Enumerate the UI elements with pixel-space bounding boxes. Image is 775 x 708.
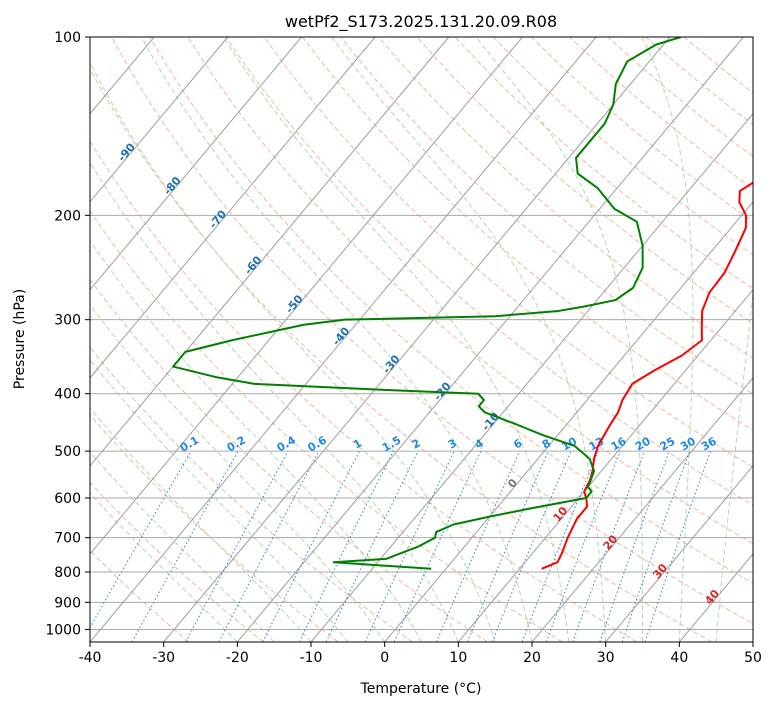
y-tick-label: 800 (54, 565, 81, 581)
dry-adiabat-line (90, 140, 638, 642)
y-tick-label: 700 (54, 531, 81, 547)
moist-adiabat-line (90, 304, 386, 642)
x-tick-label: -30 (152, 650, 175, 666)
x-tick-label: -20 (226, 650, 249, 666)
isotherm-line (90, 37, 376, 379)
moist-adiabat-line (90, 359, 349, 642)
x-tick-label: 30 (597, 650, 615, 666)
dry-adiabat-line (90, 414, 339, 642)
isotherm-line (236, 37, 744, 642)
mixing-ratio-line (467, 450, 549, 642)
dry-adiabat-line (149, 37, 753, 584)
mixing-ratio-line (435, 450, 521, 642)
mixing-ratio-line (599, 450, 670, 642)
y-tick-label: 400 (54, 387, 81, 403)
dry-adiabat-line (340, 37, 753, 395)
x-tick-label: -10 (300, 650, 323, 666)
moist-adiabat-line (90, 492, 238, 642)
y-axis-title: Pressure (hPa) (12, 289, 28, 389)
moist-adiabat-line (90, 239, 422, 642)
isotherm-line (90, 37, 302, 291)
dry-adiabat-line (90, 210, 563, 642)
x-tick-label: 40 (670, 650, 688, 666)
moist-adiabat-line (223, 37, 570, 642)
moist-adiabat-line (715, 289, 753, 642)
y-tick-label: 600 (54, 491, 81, 507)
isotherm-line (163, 37, 671, 642)
isotherm-line (384, 200, 753, 642)
dry-adiabat-line (90, 481, 264, 642)
isotherm-line (310, 112, 753, 642)
isotherm-line (531, 377, 753, 642)
mixing-ratio-line (521, 450, 599, 642)
dry-adiabat-line (263, 37, 753, 468)
x-tick-label: 20 (523, 650, 541, 666)
moist-adiabat-line (641, 37, 694, 642)
y-tick-label: 500 (54, 444, 81, 460)
x-tick-label: 10 (449, 650, 467, 666)
mixing-ratio-line (185, 450, 289, 642)
y-tick-label: 900 (54, 595, 81, 611)
moist-adiabat-line (475, 37, 644, 642)
isotherm-line (90, 37, 523, 555)
dry-adiabat-line (454, 37, 753, 290)
isotherm-line (90, 37, 450, 467)
moist-adiabat-line (141, 37, 533, 642)
mixing-ratio-line (572, 450, 646, 642)
dry-adiabat-line (187, 37, 753, 545)
moist-adiabat-line (90, 451, 275, 642)
plot-area: 0.10.20.40.611.52346810131620253036-100-… (90, 37, 753, 642)
moist-adiabat-line (331, 37, 607, 642)
x-axis-title: Temperature (°C) (360, 681, 482, 697)
isotherm-line (457, 289, 753, 642)
mixing-ratio-line (298, 450, 394, 642)
mixing-ratio-line (621, 450, 691, 642)
axes: -40 -30 -20 -10 0 10 20 30 40 50 100 200 300 400 500 60… (45, 30, 762, 666)
dry-adiabat-line (90, 67, 712, 642)
isotherm-line (605, 465, 753, 642)
dewpoint-profile-line (172, 37, 682, 570)
chart-title: wetPf2_S173.2025.131.20.09.R08 (285, 12, 557, 32)
x-tick-label: 50 (744, 650, 762, 666)
x-tick-label: -40 (79, 650, 102, 666)
mixing-ratio-line (131, 450, 239, 642)
isotherm-line (90, 37, 597, 642)
moist-adiabat-line (90, 61, 496, 642)
y-tick-label: 200 (54, 208, 81, 224)
isotherm-line (90, 37, 229, 203)
x-tick-label: 0 (380, 650, 389, 666)
dry-adiabat-line (378, 37, 753, 359)
y-tick-label: 100 (54, 30, 81, 46)
mixing-ratio-line (644, 450, 712, 642)
plot-frame (89, 36, 754, 643)
mixing-ratio-line (545, 450, 621, 642)
dry-adiabat-line (225, 37, 753, 506)
y-tick-label: 1000 (45, 622, 81, 638)
mixing-ratio-line (262, 450, 360, 642)
dry-adiabat-line (90, 278, 488, 642)
y-tick-label: 300 (54, 313, 81, 329)
mixing-ratio-line (491, 450, 572, 642)
